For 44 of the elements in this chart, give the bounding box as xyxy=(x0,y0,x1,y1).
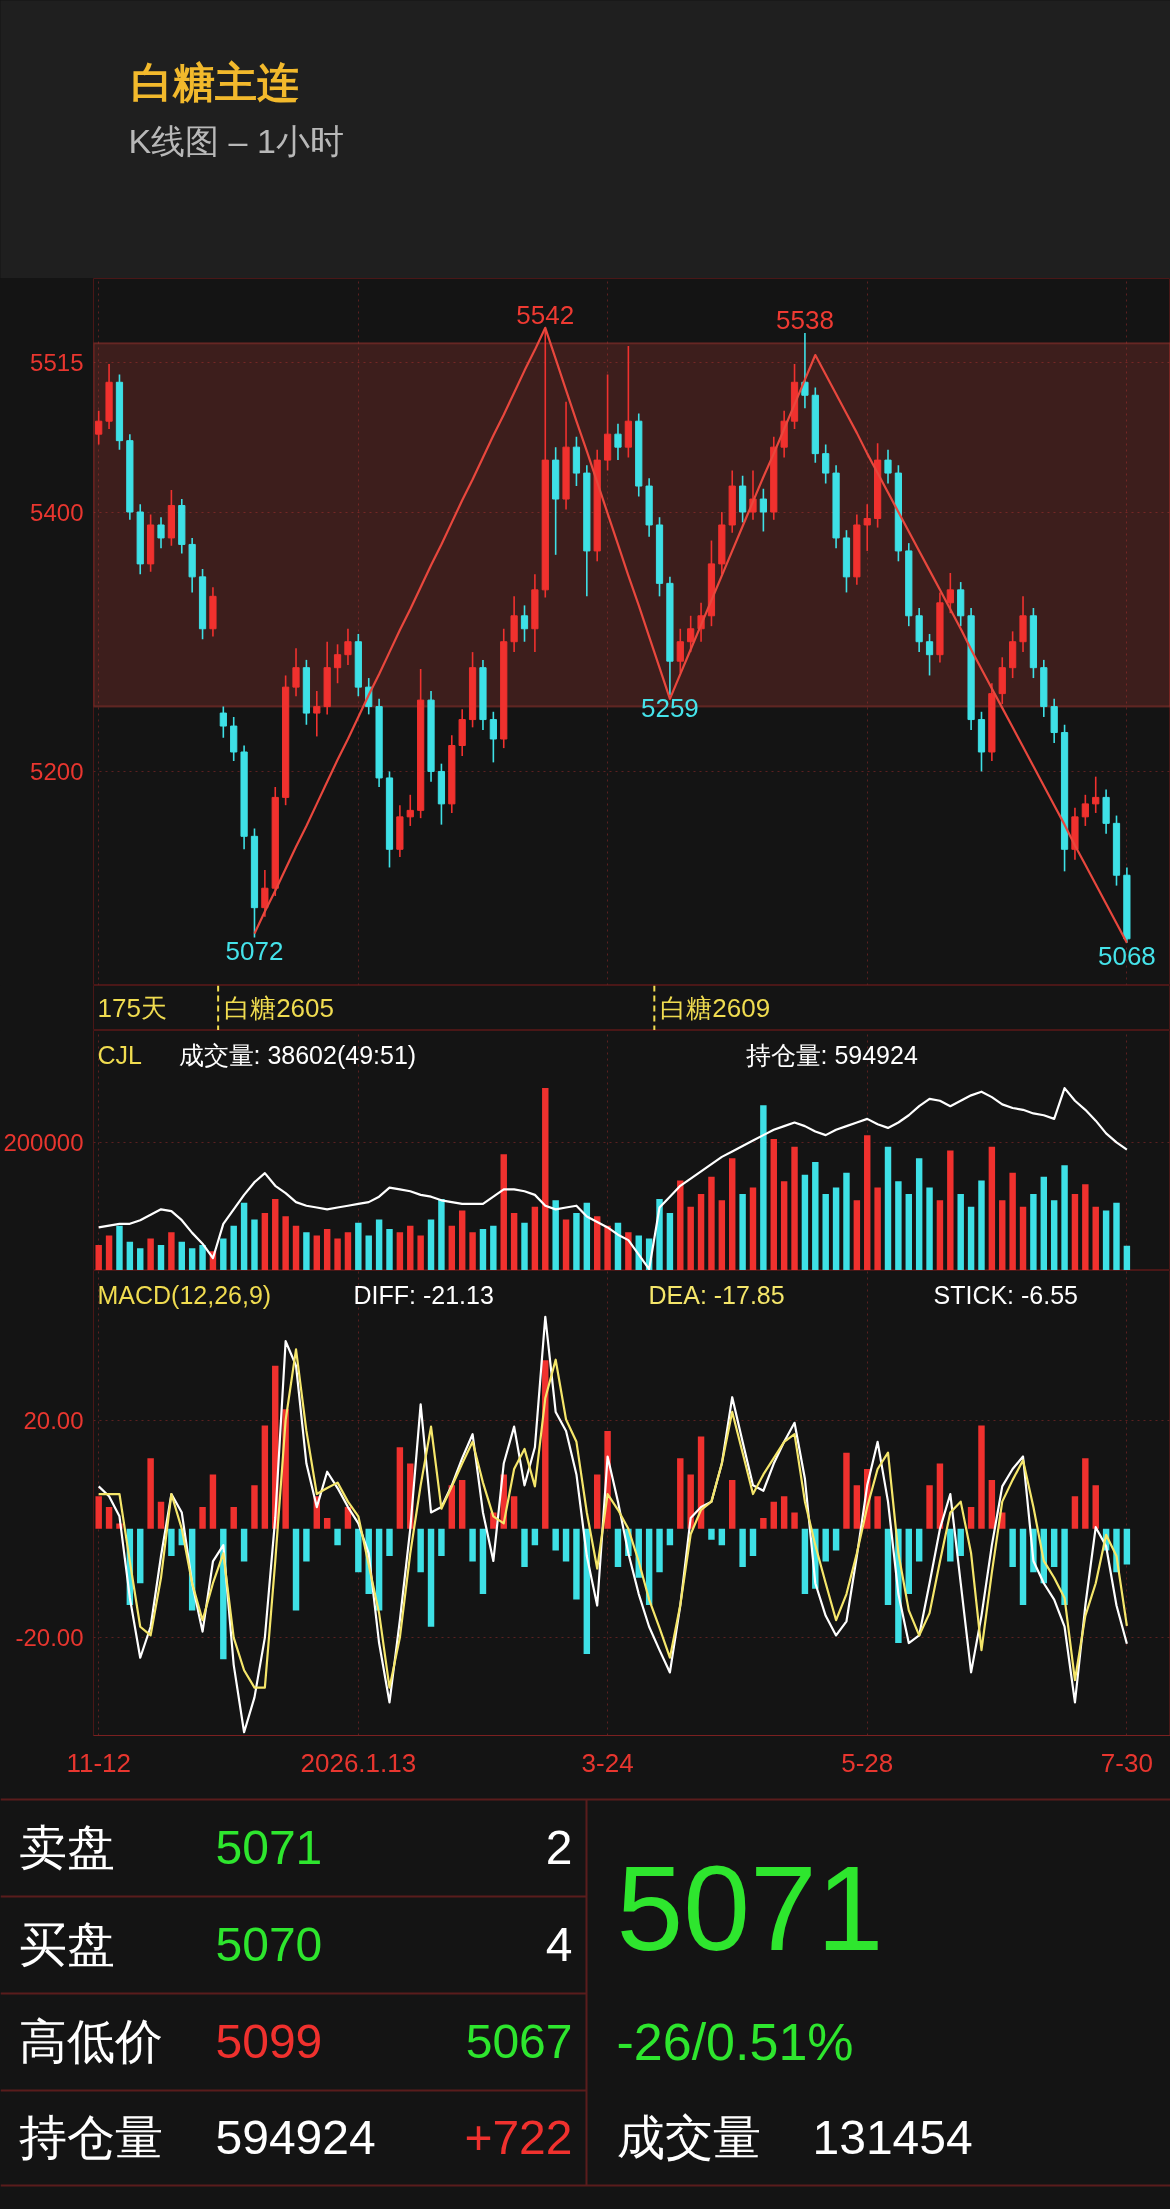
text: 5071 xyxy=(215,1821,323,1874)
y-tick-label: 20.00 xyxy=(23,1406,84,1434)
annotation: 5259 xyxy=(640,692,699,723)
text: 白糖2605 xyxy=(224,993,334,1023)
annotation: 5072 xyxy=(225,935,284,966)
text: -26/0.51% xyxy=(616,2012,854,2071)
text: +722 xyxy=(464,2111,573,2164)
x-tick-label: 5-28 xyxy=(841,1747,894,1778)
annotation: 5068 xyxy=(1097,940,1156,971)
annotation: DIFF: -21.13 xyxy=(353,1280,494,1309)
text: 高低价 xyxy=(18,2015,163,2068)
annotation: DEA: -17.85 xyxy=(648,1280,785,1309)
y-tick-label: 5515 xyxy=(30,349,84,377)
text: 5071 xyxy=(616,1841,884,1975)
annotation: 5542 xyxy=(516,299,575,330)
x-tick-label: 7-30 xyxy=(1100,1747,1153,1778)
text: 175天 xyxy=(97,993,167,1023)
x-tick-label: 11-12 xyxy=(66,1747,131,1778)
chart-title: 白糖主连 xyxy=(130,59,299,106)
annotation: 持仓量: 594924 xyxy=(745,1040,918,1069)
text: 4 xyxy=(545,1918,573,1971)
annotation: 成交量: 38602(49:51) xyxy=(178,1040,417,1069)
text: 白糖2609 xyxy=(660,993,771,1023)
chart-title: MACD(12,26,9) xyxy=(97,1280,272,1309)
text: 卖盘 xyxy=(18,1821,115,1874)
chart-title: CJL xyxy=(97,1040,143,1069)
y-tick-label: 5400 xyxy=(30,498,84,526)
x-tick-label: 3-24 xyxy=(581,1747,634,1778)
chart-subtitle: K线图 – 1小时 xyxy=(128,121,344,160)
y-tick-label: 200000 xyxy=(3,1129,84,1157)
text: 594924 xyxy=(215,2111,376,2164)
y-tick-label: -20.00 xyxy=(15,1624,84,1652)
text: 131454 xyxy=(812,2111,973,2164)
text: 成交量 xyxy=(616,2111,761,2164)
text: 5070 xyxy=(215,1918,323,1971)
annotation: 5538 xyxy=(776,304,834,335)
y-tick-label: 5200 xyxy=(30,757,84,785)
text: 持仓量 xyxy=(18,2111,163,2164)
text: 买盘 xyxy=(18,1918,115,1971)
text: 5067 xyxy=(465,2015,573,2068)
x-tick-label: 2026.1.13 xyxy=(300,1747,417,1778)
text: 5099 xyxy=(215,2015,323,2068)
text: 2 xyxy=(545,1821,573,1874)
annotation: STICK: -6.55 xyxy=(933,1280,1078,1309)
